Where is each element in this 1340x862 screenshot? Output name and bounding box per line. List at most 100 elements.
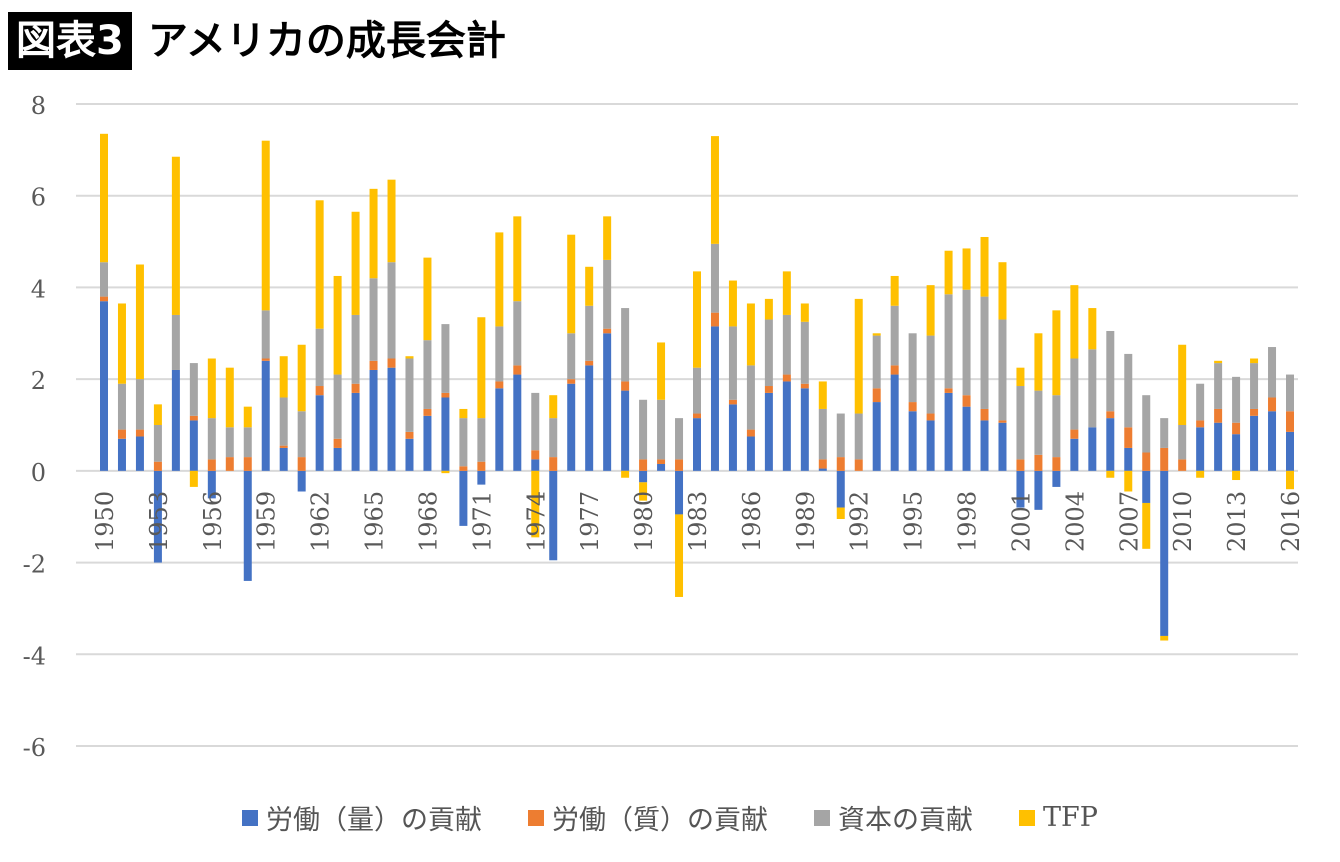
bar-segment-labor_quality	[998, 420, 1007, 423]
bar-segment-capital	[836, 413, 845, 458]
bar-segment-capital	[1070, 358, 1079, 430]
bar-segment-capital	[117, 383, 126, 430]
bar-segment-labor_quality	[764, 386, 773, 393]
y-tick-label: -4	[23, 642, 46, 670]
x-tick-label: 1971	[468, 491, 496, 552]
bar-segment-labor_quality	[1052, 457, 1061, 471]
bar-segment-labor_quantity	[441, 397, 450, 471]
x-tick-label: 1980	[630, 491, 658, 552]
bar-segment-tfp	[153, 404, 162, 425]
bar-segment-capital	[100, 262, 108, 297]
bar-segment-labor_quality	[243, 457, 252, 471]
bar-segment-labor_quality	[944, 388, 953, 393]
bar-segment-labor_quantity	[135, 436, 144, 471]
bar-segment-labor_quality	[261, 358, 270, 361]
bar-segment-labor_quality	[872, 388, 881, 403]
bar-segment-labor_quality	[531, 450, 540, 460]
bar-segment-tfp	[315, 200, 324, 329]
bar-segment-tfp	[1160, 635, 1169, 641]
bar-segment-tfp	[441, 470, 450, 474]
bar-segment-labor_quality	[1142, 452, 1151, 471]
bar-segment-tfp	[890, 275, 899, 306]
x-tick-label: 2016	[1277, 491, 1305, 552]
bar-segment-labor_quality	[387, 358, 396, 368]
bar-segment-capital	[944, 294, 953, 389]
bar-segment-labor_quantity	[872, 402, 881, 471]
bar-segment-labor_quantity	[585, 365, 594, 471]
bar-segment-tfp	[1286, 470, 1294, 490]
bar-segment-labor_quality	[728, 399, 737, 405]
bar-segment-capital	[441, 324, 450, 393]
bar-segment-capital	[926, 335, 935, 414]
legend-item-labor-quantity: 労働（量）の貢献	[242, 798, 482, 837]
bar-segment-tfp	[513, 216, 522, 302]
bar-segment-labor_quality	[962, 395, 971, 407]
bar-segment-tfp	[1214, 360, 1223, 364]
bar-segment-tfp	[261, 140, 270, 311]
bar-segment-labor_quality	[1196, 420, 1205, 428]
bar-segment-labor_quantity	[567, 383, 576, 471]
bar-segment-labor_quality	[459, 466, 468, 471]
bar-segment-labor_quality	[693, 413, 701, 419]
legend-swatch-capital	[814, 809, 831, 826]
bar-segment-labor_quantity	[351, 392, 360, 471]
y-tick-label: 6	[31, 184, 46, 212]
bar-segment-labor_quantity	[189, 420, 198, 471]
bar-segment-capital	[135, 379, 144, 430]
bar-segment-capital	[279, 397, 288, 446]
bar-segment-labor_quality	[621, 381, 630, 391]
bar-segment-labor_quality	[369, 360, 378, 370]
x-tick-label: 1992	[846, 491, 874, 552]
bar-segment-tfp	[135, 264, 144, 380]
bar-segment-labor_quantity	[369, 369, 378, 471]
bar-segment-tfp	[297, 344, 306, 412]
bar-segment-tfp	[746, 303, 755, 366]
bar-segment-labor_quality	[800, 383, 809, 389]
legend-swatch-labor-quantity	[242, 809, 259, 826]
bar-segment-labor_quality	[1268, 397, 1277, 412]
bar-segment-labor_quality	[351, 383, 360, 393]
bar-segment-tfp	[387, 179, 396, 263]
bar-segment-tfp	[603, 216, 612, 260]
bar-segment-labor_quantity	[207, 470, 216, 499]
bar-segment-tfp	[693, 271, 701, 368]
bar-segment-labor_quality	[225, 457, 234, 471]
x-tick-label: 2013	[1223, 491, 1251, 552]
bar-segment-labor_quality	[100, 296, 108, 302]
bar-segment-tfp	[1070, 285, 1079, 359]
y-tick-label: 8	[31, 92, 46, 120]
bar-segment-labor_quantity	[1070, 438, 1079, 471]
x-tick-label: 2001	[1008, 491, 1036, 552]
bar-segment-capital	[333, 374, 342, 439]
bar-segment-labor_quantity	[639, 470, 648, 483]
bar-segment-labor_quality	[423, 408, 432, 416]
legend-item-capital: 資本の貢献	[814, 798, 973, 837]
bar-segment-labor_quality	[441, 392, 450, 398]
bar-segment-labor_quantity	[117, 438, 126, 471]
x-tick-label: 1962	[307, 491, 335, 552]
bar-segment-labor_quality	[1214, 408, 1223, 423]
bar-segment-labor_quantity	[728, 404, 737, 471]
bar-segment-capital	[243, 427, 252, 458]
bar-segment-tfp	[872, 333, 881, 336]
bar-segment-capital	[854, 413, 863, 460]
bar-segment-labor_quantity	[459, 470, 468, 526]
bar-segment-tfp	[1052, 310, 1061, 396]
y-tick-label: 2	[31, 367, 46, 395]
bar-segment-labor_quantity	[1052, 470, 1061, 487]
bar-segment-labor_quantity	[279, 447, 288, 471]
bar-segment-capital	[585, 305, 594, 361]
bar-segment-labor_quantity	[1106, 418, 1115, 471]
bar-segment-labor_quantity	[1250, 415, 1259, 471]
bar-segment-labor_quality	[1070, 429, 1079, 439]
y-tick-label: -6	[23, 734, 46, 762]
bar-segment-capital	[818, 408, 827, 460]
bar-segment-capital	[207, 418, 216, 460]
bar-segment-tfp	[1124, 470, 1133, 492]
bar-segment-capital	[962, 289, 971, 396]
bar-segment-capital	[710, 243, 719, 313]
bar-segment-tfp	[549, 395, 558, 419]
bar-segment-tfp	[962, 248, 971, 290]
bar-segment-labor_quantity	[890, 374, 899, 471]
bar-segment-tfp	[477, 317, 486, 419]
